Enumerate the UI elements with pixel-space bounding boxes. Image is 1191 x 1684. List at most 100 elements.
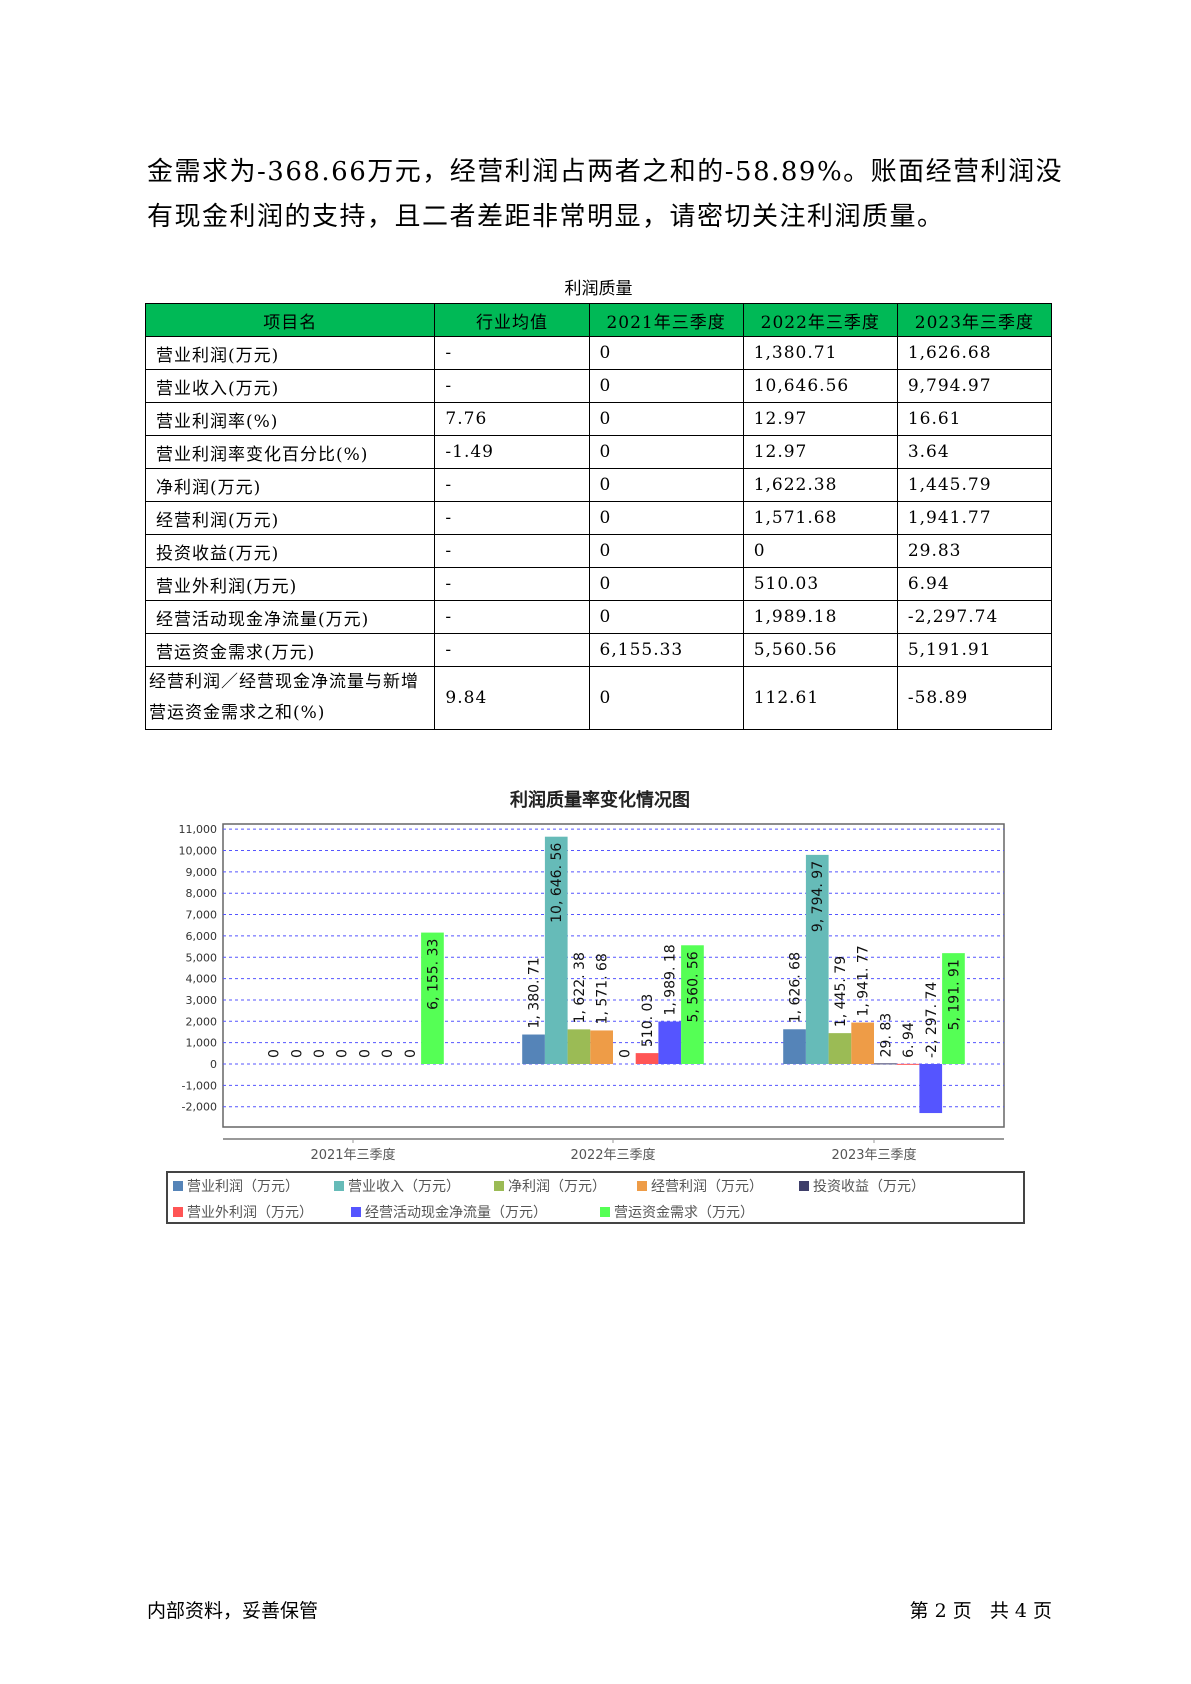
data-label: 0 bbox=[289, 1049, 305, 1058]
x-tick-label: 2023年三季度 bbox=[831, 1147, 916, 1163]
data-label: 0 bbox=[357, 1049, 373, 1058]
bar bbox=[851, 1022, 874, 1064]
data-label: 0 bbox=[335, 1049, 351, 1058]
table-row: 营运资金需求(万元) -6,155.33 5,560.56 5,191.91 bbox=[144, 633, 1053, 667]
paragraph-line: 有现金利润的支持，且二者差距非常明显，请密切关注利润质量。 bbox=[147, 202, 945, 232]
table-cell: 12.97 bbox=[742, 402, 898, 436]
y-tick-label: 11,000 bbox=[179, 823, 218, 836]
table-cell: - bbox=[434, 633, 590, 667]
row-label: 经营利润(万元) bbox=[144, 501, 436, 535]
table-cell: 7.76 bbox=[434, 402, 590, 436]
table-cell: 1,622.38 bbox=[742, 468, 898, 502]
table-cell: 5,191.91 bbox=[896, 633, 1053, 667]
y-tick-label: -1,000 bbox=[182, 1079, 217, 1092]
table-cell: 0 bbox=[588, 501, 744, 535]
table-cell: - bbox=[434, 501, 590, 535]
bar bbox=[919, 1064, 943, 1114]
legend-swatch bbox=[637, 1181, 647, 1191]
table-row: 营业收入(万元) -0 10,646.56 9,794.97 bbox=[144, 369, 1053, 403]
legend-swatch bbox=[173, 1181, 183, 1191]
table-cell: 0 bbox=[588, 369, 744, 403]
row-label: 营运资金需求(万元) bbox=[144, 633, 436, 667]
profit-quality-chart: 利润质量率变化情况图 11,000 10,000 9,000 8,000 7,000 6,0… bbox=[166, 789, 1025, 1224]
y-tick-label: 0 bbox=[210, 1058, 217, 1071]
bar bbox=[874, 1063, 897, 1065]
data-label: 0 bbox=[403, 1049, 419, 1058]
data-label: 0 bbox=[267, 1049, 283, 1058]
table-cell: 6,155.33 bbox=[588, 633, 744, 667]
legend-swatch bbox=[334, 1181, 344, 1191]
legend-swatch bbox=[494, 1181, 504, 1191]
header-2021q3: 2021年三季度 bbox=[588, 303, 744, 337]
legend-label: 投资收益（万元） bbox=[813, 1179, 925, 1195]
table-cell: -58.89 bbox=[896, 666, 1053, 730]
header-2023q3: 2023年三季度 bbox=[896, 303, 1053, 337]
table-cell: 1,989.18 bbox=[742, 600, 898, 634]
chart-title: 利润质量率变化情况图 bbox=[510, 789, 690, 811]
data-label: 1, 571. 68 bbox=[595, 953, 611, 1024]
table-cell: -1.49 bbox=[434, 435, 590, 469]
data-label: -2, 297. 74 bbox=[924, 982, 940, 1058]
legend-swatch bbox=[600, 1207, 610, 1217]
legend bbox=[166, 1171, 1025, 1224]
table-cell: 1,445.79 bbox=[896, 468, 1053, 502]
data-label: 5, 560. 56 bbox=[685, 951, 701, 1022]
bar bbox=[544, 836, 568, 1064]
bar bbox=[783, 1029, 806, 1064]
y-tick-label: 6,000 bbox=[186, 930, 218, 943]
table-cell: 1,941.77 bbox=[896, 501, 1053, 535]
data-label: 0 bbox=[312, 1049, 328, 1058]
table-row: 营业利润率(%) 7.76 0 12.97 16.61 bbox=[144, 402, 1053, 436]
bar bbox=[805, 854, 829, 1064]
table-cell: - bbox=[434, 567, 590, 601]
row-label: 营业利润(万元) bbox=[144, 336, 436, 370]
bar bbox=[522, 1034, 545, 1064]
profit-quality-table: 项目名 行业均值 2021年三季度 2022年三季度 2023年三季度 营业利润… bbox=[144, 303, 1053, 730]
table-row: 营业利润率变化百分比(%) -1.49 0 12.97 3.64 bbox=[144, 435, 1053, 469]
table-cell: 0 bbox=[588, 402, 744, 436]
y-tick-label: 8,000 bbox=[186, 887, 218, 900]
row-label: 经营活动现金净流量(万元) bbox=[144, 600, 436, 634]
bar bbox=[421, 932, 444, 1064]
table-cell: - bbox=[434, 534, 590, 568]
table-cell: 0 bbox=[588, 336, 744, 370]
table-cell: 112.61 bbox=[742, 666, 898, 730]
table-cell: 9,794.97 bbox=[896, 369, 1053, 403]
plot-area bbox=[222, 823, 1005, 1128]
row-label: 投资收益(万元) bbox=[144, 534, 436, 568]
table-cell: 0 bbox=[588, 600, 744, 634]
data-label: 29. 83 bbox=[878, 1013, 894, 1058]
table-cell: 3.64 bbox=[896, 435, 1053, 469]
table-cell: 0 bbox=[588, 567, 744, 601]
data-label: 1, 445. 79 bbox=[833, 956, 849, 1027]
table-cell: 5,560.56 bbox=[742, 633, 898, 667]
table-cell: 0 bbox=[588, 435, 744, 469]
data-label: 0 bbox=[380, 1049, 396, 1058]
legend-swatch bbox=[351, 1207, 361, 1217]
data-label: 510. 03 bbox=[640, 994, 656, 1047]
data-label: 1, 622. 38 bbox=[572, 952, 588, 1023]
legend-swatch bbox=[173, 1207, 183, 1217]
bar bbox=[567, 1029, 591, 1064]
table-caption: 利润质量 bbox=[564, 279, 633, 299]
table-cell: 1,626.68 bbox=[896, 336, 1053, 370]
footer-page-number: 第 2 页 共 4 页 bbox=[909, 1600, 1052, 1622]
x-tick-label: 2021年三季度 bbox=[310, 1147, 395, 1163]
table-cell: 0 bbox=[588, 534, 744, 568]
bar bbox=[942, 953, 965, 1064]
bar bbox=[681, 945, 704, 1064]
table-row: 营业利润(万元) -0 1,380.71 1,626.68 bbox=[144, 336, 1053, 370]
bar bbox=[658, 1021, 682, 1064]
header-2022q3: 2022年三季度 bbox=[742, 303, 898, 337]
body-paragraph: 金需求为-368.66万元，经营利润占两者之和的-58.89%。账面经营利润没 … bbox=[147, 150, 1064, 240]
data-label: 6. 94 bbox=[901, 1022, 917, 1058]
paragraph-line: 金需求为-368.66万元，经营利润占两者之和的-58.89%。账面经营利润没 bbox=[147, 157, 1064, 187]
y-tick-label: -2,000 bbox=[182, 1101, 217, 1114]
y-tick-label: 7,000 bbox=[186, 909, 218, 922]
table-cell: - bbox=[434, 600, 590, 634]
table-cell: 0 bbox=[588, 468, 744, 502]
table-cell: 510.03 bbox=[742, 567, 898, 601]
table-row: 经营利润／经营现金净流量与新增营运资金需求之和(%) 9.84 0 112.61 -58… bbox=[144, 666, 1053, 730]
table-cell: 16.61 bbox=[896, 402, 1053, 436]
legend-label: 净利润（万元） bbox=[508, 1179, 606, 1195]
